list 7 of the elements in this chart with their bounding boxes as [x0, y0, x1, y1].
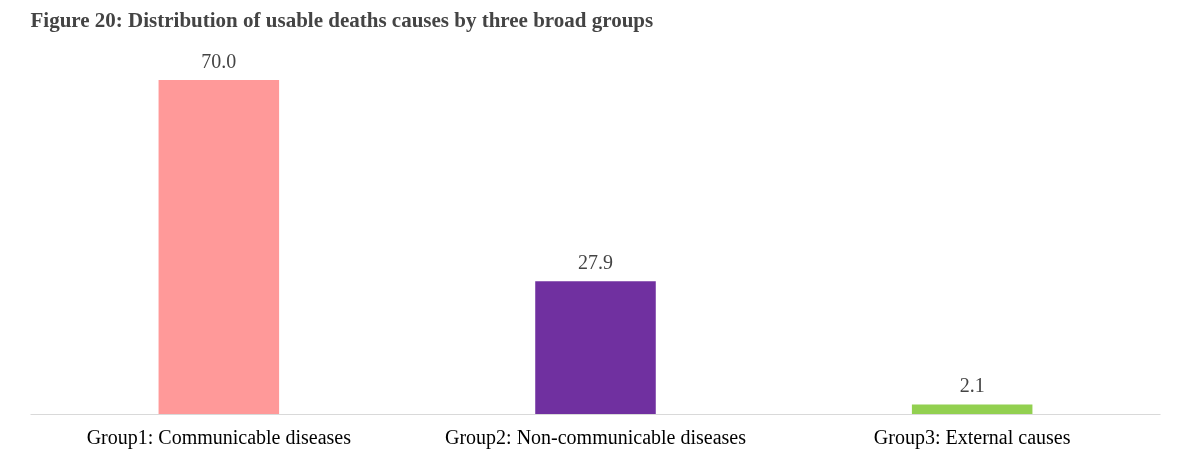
data-label: 27.9	[578, 251, 613, 274]
x-tick-label: Group2: Non-communicable diseases	[444, 425, 747, 449]
x-tick-label: Group1: Communicable diseases	[86, 425, 352, 449]
data-label: 2.1	[959, 374, 985, 397]
x-tick-label: Group3: External causes	[873, 425, 1071, 449]
chart-title: Figure 20: Distribution of usable deaths causes by three broad groups	[30, 7, 654, 32]
data-label: 70.0	[201, 49, 237, 72]
